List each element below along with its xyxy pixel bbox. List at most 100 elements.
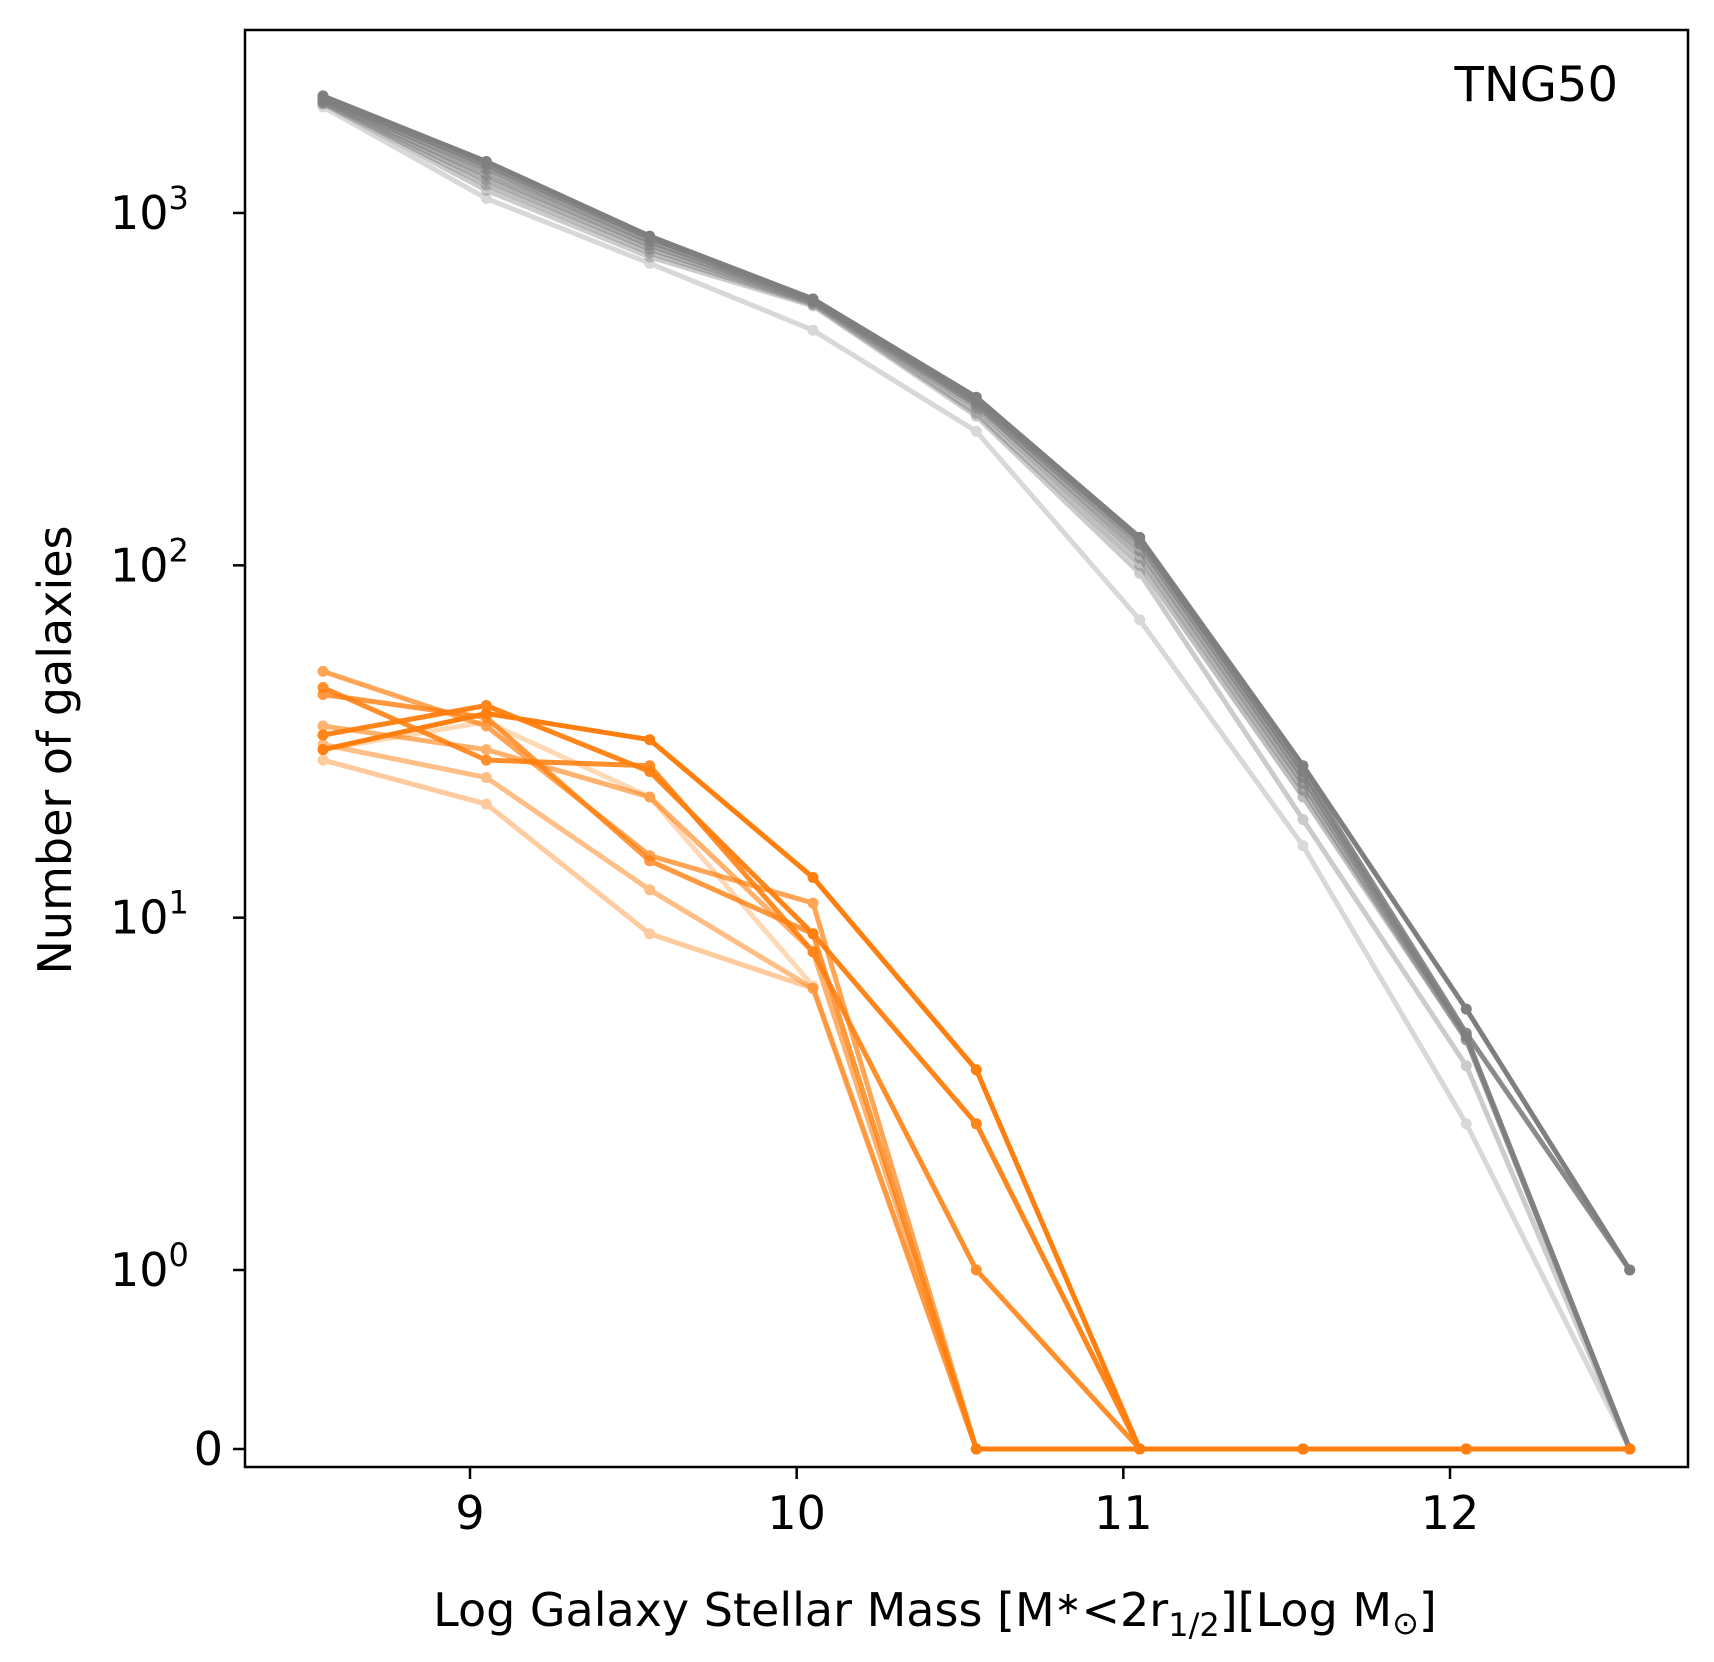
data-point-selected-16-3 xyxy=(807,980,819,992)
data-point-selected-10-4 xyxy=(970,1264,982,1276)
x-tick-label-9: 9 xyxy=(455,1486,484,1540)
data-point-all-7-0 xyxy=(317,101,329,113)
series-all-1 xyxy=(317,92,1636,1276)
series-selected-15 xyxy=(317,754,1636,1455)
data-point-all-5-4 xyxy=(970,407,982,419)
series-all-6 xyxy=(317,98,1636,1455)
series-line-all-0 xyxy=(320,93,1633,1273)
data-point-all-7-6 xyxy=(1297,840,1309,852)
series-line-selected-13 xyxy=(320,723,1633,1452)
data-point-selected-16-7 xyxy=(1460,1443,1472,1455)
annotation-label: TNG50 xyxy=(1454,57,1619,113)
data-point-selected-8-4 xyxy=(970,1064,982,1076)
data-point-selected-15-4 xyxy=(970,1443,982,1455)
series-line-all-2 xyxy=(320,97,1633,1452)
data-point-all-5-6 xyxy=(1297,791,1309,803)
data-point-selected-10-2 xyxy=(644,760,656,772)
data-point-selected-16-0 xyxy=(317,744,329,756)
plot-frame xyxy=(243,28,1690,1469)
series-layer xyxy=(317,90,1636,1455)
data-point-selected-13-2 xyxy=(644,791,656,803)
data-point-selected-15-8 xyxy=(1624,1443,1636,1455)
data-point-all-1-8 xyxy=(1624,1264,1636,1276)
series-selected-13 xyxy=(317,720,1636,1455)
data-point-selected-14-5 xyxy=(1134,1443,1146,1455)
data-point-all-7-7 xyxy=(1460,1118,1472,1130)
data-point-all-6-3 xyxy=(807,300,819,312)
series-line-selected-15 xyxy=(320,757,1633,1452)
data-point-selected-14-8 xyxy=(1624,1443,1636,1455)
data-point-selected-8-2 xyxy=(644,734,656,746)
data-point-selected-11-3 xyxy=(807,928,819,940)
data-point-selected-11-1 xyxy=(480,712,492,723)
axes-layer: 9 10 11 12 0 100 101 102 103 xyxy=(110,28,1690,1540)
data-point-all-6-1 xyxy=(480,184,492,196)
data-point-selected-15-1 xyxy=(480,798,492,810)
x-axis-label-end: ] xyxy=(1419,1583,1437,1637)
data-point-selected-12-1 xyxy=(480,720,492,732)
data-point-selected-16-2 xyxy=(644,791,656,803)
data-point-selected-16-8 xyxy=(1624,1443,1636,1455)
series-all-0 xyxy=(317,90,1636,1276)
data-point-selected-12-3 xyxy=(807,897,819,909)
y-tick-label-10: 101 xyxy=(110,884,189,945)
series-selected-12 xyxy=(317,665,1636,1455)
data-point-all-7-2 xyxy=(644,257,656,269)
x-tick-label-12: 12 xyxy=(1421,1486,1480,1540)
data-point-selected-13-0 xyxy=(317,720,329,732)
series-all-3 xyxy=(317,95,1636,1455)
series-line-selected-8 xyxy=(320,710,1633,1452)
series-selected-16 xyxy=(317,716,1636,1455)
x-tick-label-10: 10 xyxy=(767,1486,826,1540)
data-point-selected-13-1 xyxy=(480,744,492,756)
data-point-all-6-7 xyxy=(1460,1060,1472,1072)
y-tick-label-1000: 103 xyxy=(110,179,189,240)
series-line-all-6 xyxy=(320,101,1633,1452)
series-all-2 xyxy=(317,94,1636,1455)
data-point-selected-15-7 xyxy=(1460,1443,1472,1455)
data-point-all-7-4 xyxy=(970,425,982,437)
data-point-all-5-0 xyxy=(317,97,329,109)
y-tick-label-0: 0 xyxy=(194,1422,223,1476)
data-point-selected-9-4 xyxy=(970,1118,982,1130)
series-line-all-4 xyxy=(320,99,1633,1452)
series-line-selected-14 xyxy=(320,742,1633,1452)
series-selected-8 xyxy=(317,707,1636,1455)
data-point-selected-8-3 xyxy=(807,872,819,883)
series-all-5 xyxy=(317,97,1636,1455)
x-tick-label-11: 11 xyxy=(1094,1486,1153,1540)
data-point-all-7-3 xyxy=(807,324,819,336)
x-axis-label-sub: 1/2 xyxy=(1168,1606,1220,1644)
data-point-all-0-7 xyxy=(1460,1003,1472,1015)
data-point-selected-16-4 xyxy=(970,1443,982,1455)
y-tick-label-1: 100 xyxy=(110,1236,189,1297)
data-point-selected-16-5 xyxy=(1134,1443,1146,1455)
data-point-selected-12-0 xyxy=(317,665,329,677)
x-axis-label-mid: ][Log M xyxy=(1220,1583,1392,1637)
y-axis-label: Number of galaxies xyxy=(28,526,82,975)
series-line-selected-16 xyxy=(320,719,1633,1452)
data-point-selected-9-1 xyxy=(480,700,492,711)
data-point-selected-14-6 xyxy=(1297,1443,1309,1455)
data-point-selected-15-2 xyxy=(644,928,656,940)
series-line-all-1 xyxy=(320,95,1633,1273)
series-line-all-3 xyxy=(320,98,1633,1452)
data-point-all-5-1 xyxy=(480,179,492,191)
series-all-4 xyxy=(317,96,1636,1455)
data-point-all-6-4 xyxy=(970,410,982,422)
data-point-selected-15-6 xyxy=(1297,1443,1309,1455)
x-axis-label-lt2r: <2r xyxy=(1081,1583,1168,1637)
data-point-selected-14-2 xyxy=(644,884,656,896)
data-point-selected-16-1 xyxy=(480,716,492,728)
x-axis-label-star: ∗ xyxy=(1055,1584,1082,1622)
data-point-selected-14-1 xyxy=(480,772,492,783)
series-selected-14 xyxy=(317,739,1636,1455)
y-tick-label-100: 102 xyxy=(110,531,189,592)
series-line-all-7 xyxy=(320,104,1633,1452)
data-point-all-5-3 xyxy=(807,299,819,310)
data-point-selected-16-6 xyxy=(1297,1443,1309,1455)
series-line-selected-9 xyxy=(320,703,1633,1452)
data-point-selected-10-1 xyxy=(480,754,492,766)
data-point-all-5-2 xyxy=(644,247,656,259)
